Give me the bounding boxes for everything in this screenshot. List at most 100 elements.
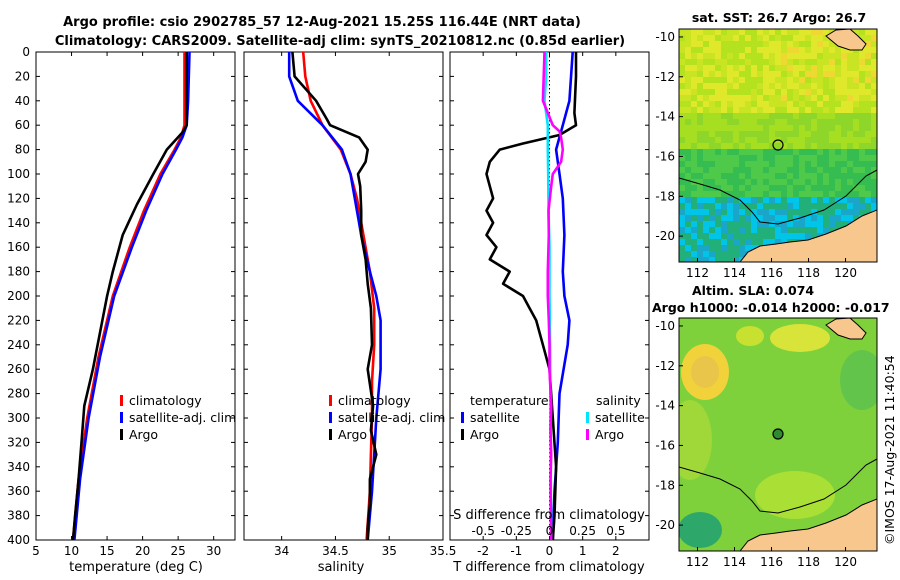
sst-cell — [757, 107, 763, 113]
sst-cell — [781, 137, 787, 143]
sst-cell — [871, 149, 877, 155]
sst-cell — [835, 101, 841, 107]
sst-cell — [703, 239, 709, 245]
sst-cell — [739, 83, 745, 89]
sst-cell — [703, 47, 709, 53]
sst-cell — [715, 161, 721, 167]
sst-cell — [727, 47, 733, 53]
sst-cell — [703, 215, 709, 221]
sst-cell — [793, 35, 799, 41]
x-tick-label: 10 — [64, 544, 79, 558]
sst-cell — [871, 77, 877, 83]
map-x-tick-label: 112 — [686, 266, 709, 280]
sst-cell — [733, 35, 739, 41]
sst-cell — [733, 185, 739, 191]
sst-cell — [871, 137, 877, 143]
sst-cell — [757, 227, 763, 233]
sst-cell — [841, 131, 847, 137]
sst-cell — [697, 65, 703, 71]
sst-cell — [685, 221, 691, 227]
sst-cell — [715, 41, 721, 47]
sst-cell — [841, 83, 847, 89]
sst-cell — [829, 125, 835, 131]
sst-cell — [751, 239, 757, 245]
sst-cell — [745, 143, 751, 149]
sst-cell — [691, 161, 697, 167]
sst-cell — [697, 71, 703, 77]
sst-cell — [865, 149, 871, 155]
sst-cell — [715, 257, 721, 262]
sst-cell — [787, 185, 793, 191]
sst-cell — [769, 149, 775, 155]
sst-cell — [775, 227, 781, 233]
sst-cell — [865, 95, 871, 101]
sst-cell — [679, 113, 685, 119]
sst-cell — [871, 173, 877, 179]
sst-cell — [787, 227, 793, 233]
sst-cell — [793, 185, 799, 191]
sst-cell — [775, 209, 781, 215]
sst-cell — [841, 47, 847, 53]
sst-cell — [703, 149, 709, 155]
sst-cell — [787, 125, 793, 131]
sst-cell — [793, 209, 799, 215]
sst-cell — [799, 113, 805, 119]
sst-cell — [721, 203, 727, 209]
sst-cell — [709, 77, 715, 83]
sst-cell — [781, 119, 787, 125]
y-tick-label: 260 — [7, 362, 30, 376]
sst-cell — [805, 35, 811, 41]
sst-cell — [817, 47, 823, 53]
x-tick-label: 5 — [32, 544, 40, 558]
sst-cell — [793, 137, 799, 143]
sst-cell — [787, 131, 793, 137]
sst-cell — [733, 167, 739, 173]
sst-cell — [751, 227, 757, 233]
sst-cell — [817, 203, 823, 209]
sst-cell — [709, 245, 715, 251]
sst-cell — [739, 209, 745, 215]
sst-cell — [835, 47, 841, 53]
sst-cell — [853, 137, 859, 143]
sst-cell — [685, 239, 691, 245]
sst-cell — [721, 221, 727, 227]
sst-cell — [733, 89, 739, 95]
legend-label-climatology: climatology — [129, 393, 202, 408]
sst-cell — [853, 209, 859, 215]
sst-cell — [685, 251, 691, 257]
sst-cell — [835, 179, 841, 185]
sst-cell — [733, 107, 739, 113]
x-top-tick-label: 0.5 — [606, 524, 625, 538]
sst-cell — [769, 221, 775, 227]
sst-cell — [691, 251, 697, 257]
sst-cell — [715, 125, 721, 131]
sst-cell — [829, 41, 835, 47]
sst-cell — [793, 221, 799, 227]
sst-cell — [841, 173, 847, 179]
sst-cell — [691, 203, 697, 209]
sst-cell — [733, 143, 739, 149]
sst-cell — [799, 209, 805, 215]
sst-cell — [823, 89, 829, 95]
sst-cell — [805, 83, 811, 89]
sst-cell — [727, 191, 733, 197]
sst-cell — [817, 77, 823, 83]
sst-cell — [823, 101, 829, 107]
sst-cell — [817, 179, 823, 185]
sst-cell — [727, 71, 733, 77]
sst-cell — [763, 101, 769, 107]
sst-cell — [793, 203, 799, 209]
sst-cell — [745, 101, 751, 107]
sst-cell — [847, 113, 853, 119]
sst-cell — [757, 131, 763, 137]
sst-cell — [721, 209, 727, 215]
series-line-satellite-adj-clim — [287, 52, 382, 540]
sst-cell — [805, 227, 811, 233]
sst-cell — [727, 35, 733, 41]
sst-cell — [799, 149, 805, 155]
sst-cell — [715, 35, 721, 41]
sst-cell — [775, 143, 781, 149]
sst-cell — [829, 137, 835, 143]
sst-cell — [727, 131, 733, 137]
temperature-axes — [35, 51, 236, 541]
